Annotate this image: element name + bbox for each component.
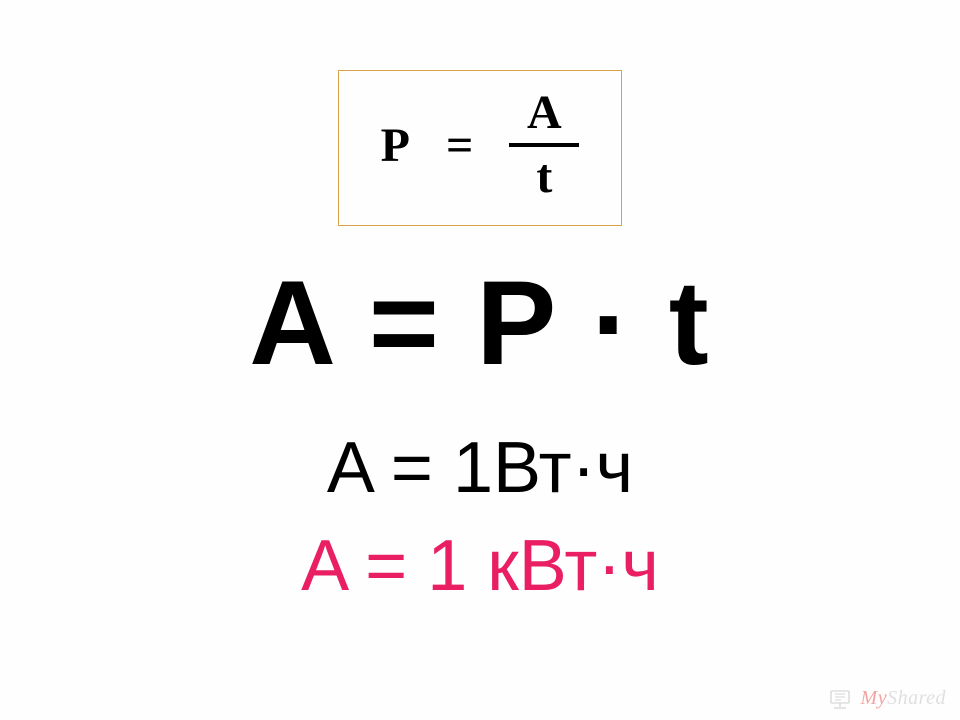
formula2-lhs: A xyxy=(249,256,333,390)
watermark-text: MyShared xyxy=(861,687,946,710)
formula1-lhs: P xyxy=(381,118,410,173)
formula1-equals: = xyxy=(446,118,473,173)
watermark-my: My xyxy=(861,687,888,709)
formula2-rhs1: P xyxy=(476,256,556,390)
projector-icon xyxy=(827,688,853,710)
watermark: MyShared xyxy=(827,687,946,710)
formula1-denominator: t xyxy=(532,147,556,201)
watermark-shared: Shared xyxy=(887,687,946,709)
formula2-rhs2: t xyxy=(669,256,711,390)
unit-watt-hour: A = 1Вт·ч xyxy=(327,427,633,509)
unit-kilowatt-hour: A = 1 кВт·ч xyxy=(301,525,659,607)
formula-power-box: P = A t xyxy=(338,70,623,226)
slide: P = A t A = P · t A = 1Вт·ч A = 1 кВт·ч xyxy=(0,0,960,720)
formula1-numerator: A xyxy=(523,89,566,143)
formula2-dot: · xyxy=(591,257,633,391)
formula1-fraction: A t xyxy=(509,89,579,201)
formula2-equals: = xyxy=(369,256,441,390)
formula-work: A = P · t xyxy=(249,254,710,401)
